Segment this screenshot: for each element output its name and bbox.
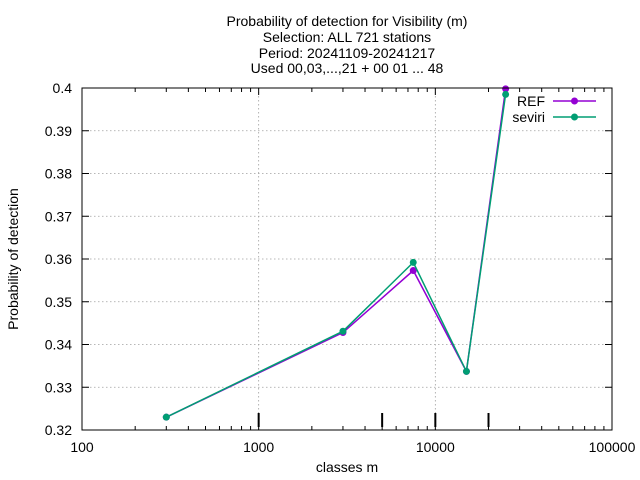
y-axis-label: Probability of detection [5, 188, 21, 330]
data-point-seviri [462, 367, 470, 375]
data-point-REF [502, 85, 510, 93]
y-tick-label: 0.38 [45, 166, 72, 182]
y-tick-label: 0.34 [45, 337, 72, 353]
y-tick-label: 0.33 [45, 379, 72, 395]
y-tick-label: 0.35 [45, 294, 72, 310]
y-tick-label: 0.36 [45, 251, 72, 267]
y-tick-label: 0.32 [45, 422, 72, 438]
x-axis-label: classes m [316, 459, 378, 475]
x-tick-label: 1000 [243, 439, 274, 455]
data-point-seviri [162, 413, 170, 421]
chart-title-line-2: Selection: ALL 721 stations [263, 29, 431, 45]
y-tick-label: 0.37 [45, 208, 72, 224]
grid-lines [82, 88, 612, 430]
legend-marker-REF [571, 97, 578, 105]
data-point-seviri [502, 90, 510, 98]
data-point-seviri [339, 327, 347, 335]
axis-ticks: 0.32 0.33 0.34 0.35 0.36 0.37 0.38 0.39 0.4 100 10… [45, 80, 636, 455]
plot-frame [81, 87, 613, 431]
legend-label-REF: REF [517, 93, 545, 109]
x-tick-label: 100 [70, 439, 94, 455]
chart-title-line-3: Period: 20241109-20241217 [259, 45, 436, 61]
chart-title-line-4: Used 00,03,...,21 + 00 01 ... 48 [251, 60, 444, 76]
data-series [162, 85, 510, 421]
legend-label-seviri: seviri [512, 109, 545, 125]
data-point-REF [409, 267, 417, 275]
threshold-markers [257, 413, 490, 427]
data-point-seviri [409, 258, 417, 266]
y-tick-label: 0.39 [45, 123, 72, 139]
y-tick-label: 0.4 [53, 80, 73, 96]
legend-marker-seviri [571, 113, 578, 121]
chart-title-line-1: Probability of detection for Visibility … [227, 13, 468, 29]
x-tick-label: 100000 [589, 439, 636, 455]
x-tick-label: 10000 [416, 439, 455, 455]
